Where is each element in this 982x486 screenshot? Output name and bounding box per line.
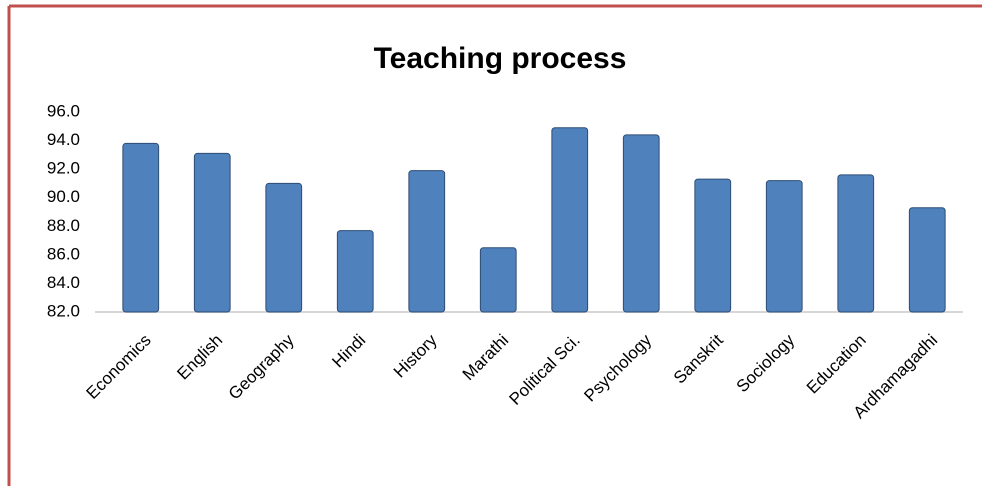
x-tick-label: Political Sci. <box>506 331 584 409</box>
y-tick-label: 88.0 <box>47 216 80 235</box>
y-tick-label: 96.0 <box>47 101 80 120</box>
bar <box>336 230 374 313</box>
y-tick-label: 94.0 <box>47 130 80 149</box>
bar <box>765 180 803 313</box>
bar <box>551 127 589 313</box>
bar <box>265 182 303 313</box>
bar <box>694 178 732 313</box>
x-tick-label: English <box>173 331 226 384</box>
y-tick-label: 90.0 <box>47 187 80 206</box>
y-tick-label: 84.0 <box>47 273 80 292</box>
bar <box>479 247 517 313</box>
y-tick-label: 82.0 <box>47 301 80 320</box>
x-tick-label: Hindi <box>328 331 369 372</box>
bar <box>193 152 231 313</box>
x-tick-label: Sanskrit <box>670 330 727 387</box>
bar <box>622 134 660 313</box>
x-tick-label: History <box>390 330 441 381</box>
y-tick-label: 86.0 <box>47 244 80 263</box>
x-tick-label: Psychology <box>580 330 655 405</box>
bar <box>408 170 446 313</box>
bar <box>908 207 946 313</box>
x-tick-label: Education <box>803 331 870 398</box>
y-tick-label: 92.0 <box>47 159 80 178</box>
chart-title: Teaching process <box>374 42 627 75</box>
bar <box>837 174 875 313</box>
x-tick-label: Sociology <box>733 330 799 396</box>
x-tick-label: Marathi <box>459 331 513 385</box>
bar <box>122 142 160 313</box>
x-tick-label: Economics <box>83 331 155 403</box>
x-tick-label: Geography <box>225 330 298 403</box>
